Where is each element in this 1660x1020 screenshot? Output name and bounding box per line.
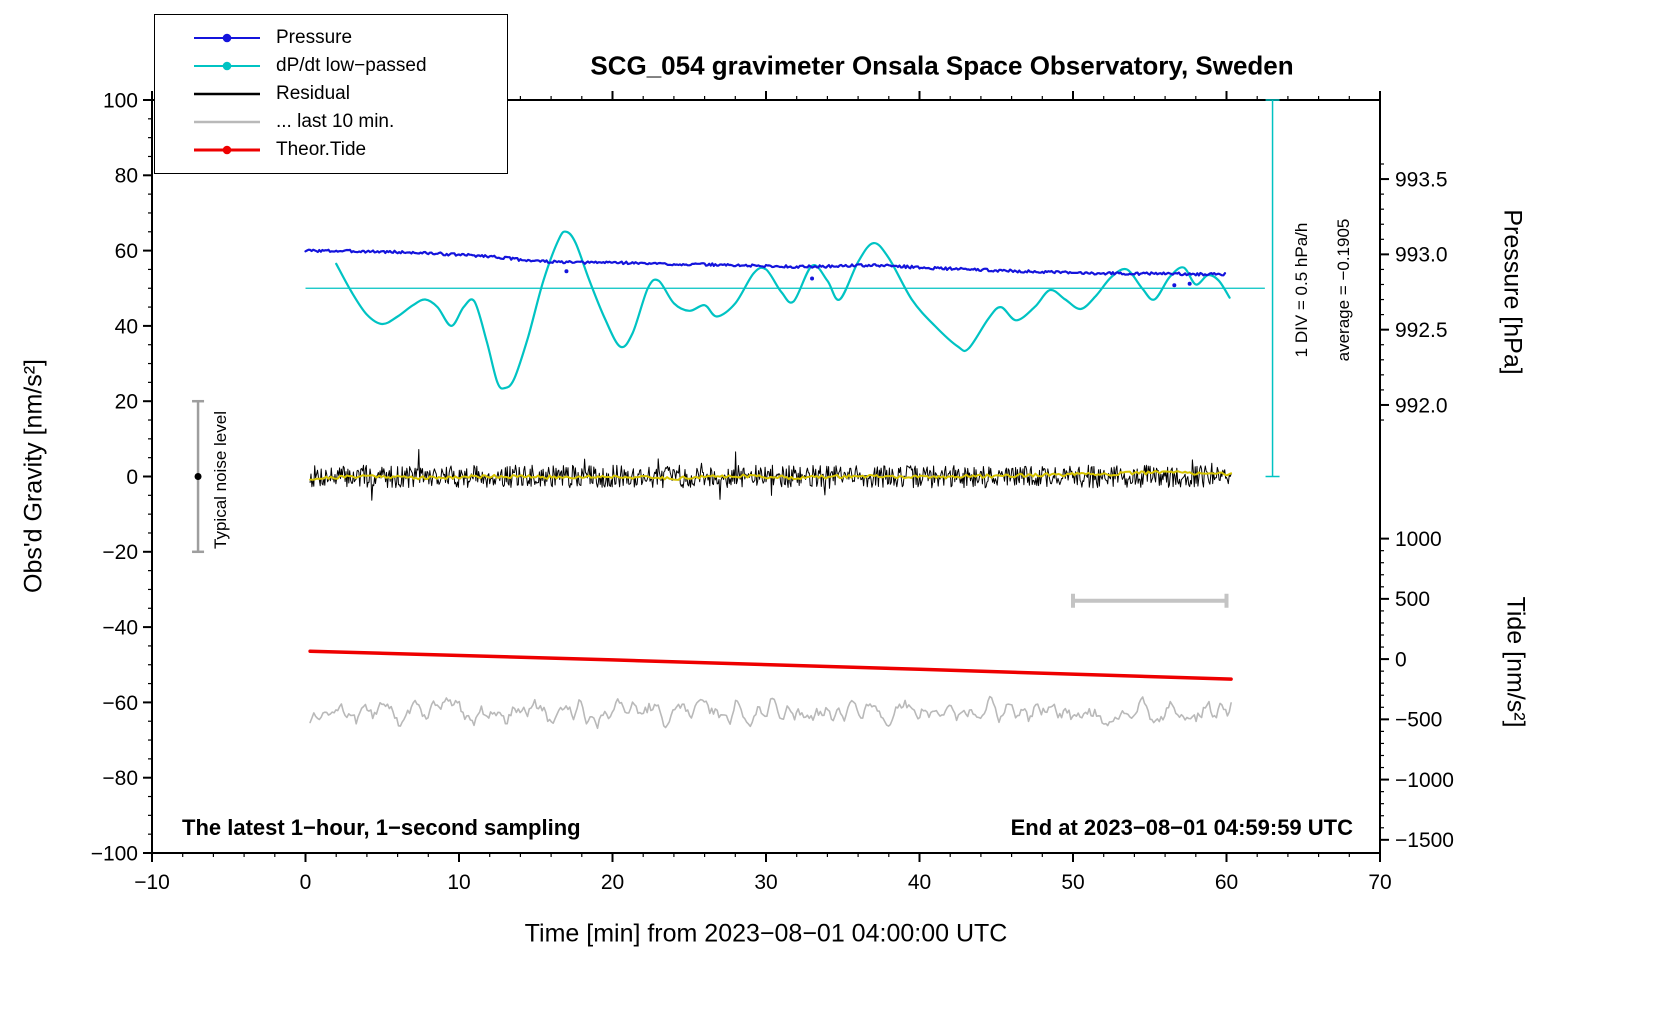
x-tick-label: 20 (601, 871, 624, 894)
legend-item-label: Theor.Tide (276, 139, 367, 160)
series-residual-lowpass (309, 470, 1233, 481)
noise-level-marker (192, 399, 205, 554)
average-label: average = −0.1905 (1334, 218, 1353, 362)
x-tick-label: 70 (1368, 871, 1391, 894)
end-time-note: End at 2023−08−01 04:59:59 UTC (1010, 815, 1353, 840)
legend-swatch (194, 92, 260, 96)
ten-min-scale-bar (1071, 593, 1229, 608)
legend-swatch (194, 120, 260, 124)
legend-item: ... last 10 min. (155, 108, 507, 136)
gravity-tick-label: 100 (103, 89, 138, 112)
pressure-axis: 993.5 993.0 992.5 992.0 (1380, 163, 1448, 421)
gravity-tick-label: 40 (115, 315, 138, 338)
legend-item-label: Residual (276, 83, 350, 104)
legend-item: Pressure (155, 24, 507, 52)
pressure-tick-label: 993.5 (1395, 168, 1448, 191)
series-theor-tide (308, 649, 1233, 681)
pressure-outlier-dot (564, 269, 569, 274)
tide-tick-label: 0 (1395, 648, 1407, 671)
div-scale-label: 1 DIV = 0.5 hPa/h (1292, 222, 1311, 358)
x-tick-label: 50 (1061, 871, 1084, 894)
x-tick-label: 60 (1215, 871, 1238, 894)
gravity-tick-label: −40 (102, 616, 138, 639)
x-tick-label: 0 (300, 871, 312, 894)
series-pressure (304, 248, 1227, 277)
noise-level-dot (194, 473, 202, 480)
gravity-tick-label: −100 (91, 842, 138, 865)
noise-level-label: Typical noise level (211, 411, 230, 549)
legend: Pressure dP/dt low−passed Residual ... last… (154, 14, 508, 174)
gravity-tick-label: 0 (126, 466, 138, 489)
legend-item: dP/dt low−passed (155, 52, 507, 80)
gravity-axis: −100 −80 −60 −40 −20 0 20 40 60 80 100 (91, 89, 152, 865)
chart-title: SCG_054 gravimeter Onsala Space Observat… (590, 50, 1294, 81)
legend-swatch (194, 33, 260, 43)
x-axis-label: Time [min] from 2023−08−01 04:00:00 UTC (524, 919, 1008, 948)
legend-item: Theor.Tide (155, 136, 507, 164)
legend-item-label: Pressure (276, 27, 353, 48)
gravity-axis-label: Obs'd Gravity [nm/s²] (19, 359, 48, 593)
x-tick-label: 40 (908, 871, 931, 894)
tide-tick-label: −1500 (1395, 829, 1454, 852)
gravity-tick-label: 20 (115, 391, 138, 414)
x-tick-label: −10 (134, 871, 170, 894)
div-scale-bar (1265, 99, 1280, 478)
legend-item-label: dP/dt low−passed (276, 55, 427, 76)
series-dpdt (335, 230, 1231, 390)
legend-swatch (194, 61, 260, 71)
series-residual (309, 449, 1232, 501)
tide-tick-label: −500 (1395, 709, 1442, 732)
gravity-tick-label: 80 (115, 165, 138, 188)
tide-tick-label: 500 (1395, 588, 1430, 611)
x-tick-label: 10 (447, 871, 470, 894)
pressure-outlier-dot (1172, 283, 1177, 288)
pressure-outlier-dot (810, 276, 815, 281)
pressure-outlier-dot (1187, 281, 1192, 286)
x-axis: −10 0 10 20 30 40 50 60 70 (134, 91, 1392, 894)
gravity-tick-label: −60 (102, 692, 138, 715)
tide-axis-label: Tide [nm/s²] (1501, 596, 1530, 728)
tide-tick-label: −1000 (1395, 769, 1454, 792)
legend-item-label: ... last 10 min. (276, 111, 395, 132)
gravity-tick-label: −20 (102, 541, 138, 564)
gravity-tick-label: −80 (102, 767, 138, 790)
sampling-note: The latest 1−hour, 1−second sampling (182, 815, 581, 840)
legend-swatch (194, 145, 260, 155)
pressure-axis-label: Pressure [hPa] (1498, 209, 1527, 375)
tide-axis: 1000 500 0 −500 −1000 −1500 (1380, 528, 1454, 852)
tide-tick-label: 1000 (1395, 528, 1442, 551)
pressure-tick-label: 992.0 (1395, 394, 1448, 417)
pressure-tick-label: 992.5 (1395, 319, 1448, 342)
legend-item: Residual (155, 80, 507, 108)
x-tick-label: 30 (754, 871, 777, 894)
pressure-tick-label: 993.0 (1395, 244, 1448, 267)
gravity-tick-label: 60 (115, 240, 138, 263)
series-last10 (309, 695, 1232, 730)
